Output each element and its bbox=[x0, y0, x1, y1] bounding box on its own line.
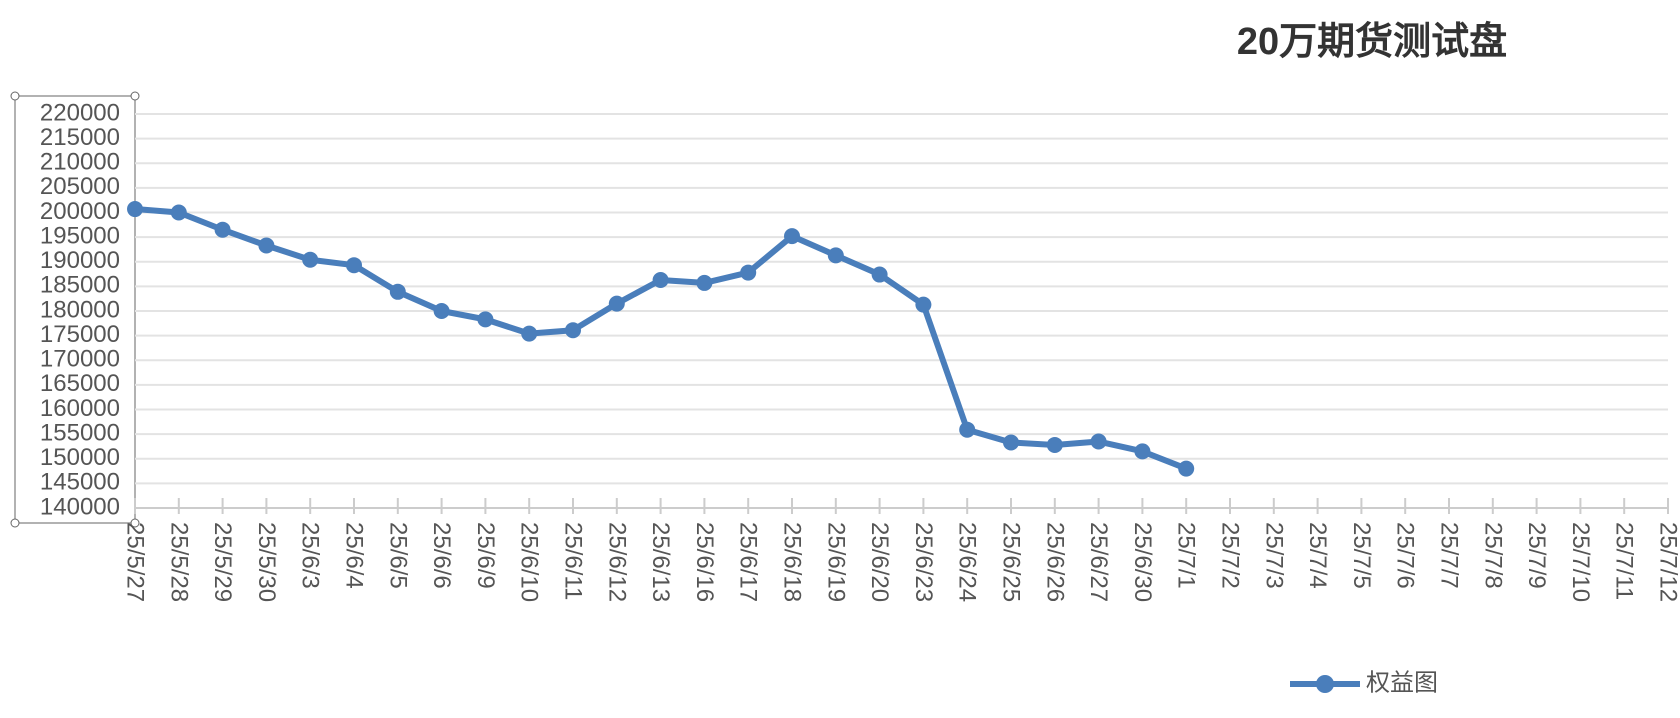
y-tick-label: 185000 bbox=[40, 272, 120, 299]
point bbox=[1003, 434, 1019, 451]
x-tick-label: 25/6/16 bbox=[691, 522, 718, 602]
x-tick-label: 25/6/4 bbox=[341, 522, 368, 589]
y-tick-label: 155000 bbox=[40, 419, 120, 446]
point bbox=[170, 204, 187, 221]
point bbox=[214, 221, 231, 238]
point bbox=[871, 266, 888, 283]
point bbox=[258, 237, 275, 254]
y-tick-label: 205000 bbox=[40, 173, 120, 200]
legend-marker bbox=[1316, 675, 1334, 693]
x-tick-label: 25/6/25 bbox=[998, 522, 1025, 602]
y-tick-label: 220000 bbox=[40, 99, 120, 126]
y-tick-label: 175000 bbox=[40, 321, 120, 348]
point bbox=[389, 283, 406, 300]
point bbox=[1090, 433, 1107, 450]
legend-label: 权益图 bbox=[1366, 669, 1438, 696]
y-tick-label: 165000 bbox=[40, 370, 120, 397]
point bbox=[959, 421, 976, 438]
x-tick-label: 25/7/3 bbox=[1260, 522, 1287, 589]
y-tick-label: 180000 bbox=[40, 296, 120, 323]
x-tick-label: 25/6/27 bbox=[1085, 522, 1112, 602]
x-tick-label: 25/6/5 bbox=[384, 522, 411, 589]
point bbox=[915, 296, 932, 313]
chart-title: 20万期货测试盘 bbox=[1237, 20, 1507, 63]
x-tick-label: 25/6/6 bbox=[428, 522, 455, 589]
y-tick-label: 190000 bbox=[40, 247, 120, 274]
x-tick-label: 25/6/18 bbox=[779, 522, 806, 602]
x-tick-label: 25/6/11 bbox=[560, 522, 587, 600]
x-tick-label: 25/6/10 bbox=[516, 522, 543, 602]
x-tick-label: 25/7/2 bbox=[1217, 522, 1244, 589]
point bbox=[784, 228, 800, 245]
x-tick-label: 25/5/29 bbox=[209, 522, 236, 602]
x-tick-label: 25/5/28 bbox=[165, 522, 192, 602]
x-tick-label: 25/5/30 bbox=[253, 522, 280, 602]
point bbox=[652, 271, 669, 288]
point bbox=[433, 303, 450, 319]
x-tick-label: 25/7/4 bbox=[1304, 522, 1331, 589]
point bbox=[827, 247, 844, 264]
point bbox=[696, 274, 713, 291]
point bbox=[1046, 436, 1063, 453]
y-axis-box bbox=[14, 95, 136, 524]
x-tick-label: 25/7/7 bbox=[1436, 522, 1463, 589]
point bbox=[477, 311, 494, 328]
y-tick-label: 160000 bbox=[40, 395, 120, 422]
point bbox=[346, 257, 362, 274]
y-tick-label: 215000 bbox=[40, 124, 120, 151]
y-tick-label: 140000 bbox=[40, 493, 120, 520]
x-tick-label: 25/7/6 bbox=[1392, 522, 1419, 589]
x-tick-label: 25/6/30 bbox=[1129, 522, 1156, 602]
point bbox=[1178, 460, 1195, 477]
y-tick-label: 195000 bbox=[40, 222, 120, 249]
series-line bbox=[134, 206, 1188, 472]
point bbox=[740, 264, 757, 281]
point bbox=[302, 251, 319, 268]
x-tick-label: 25/7/9 bbox=[1523, 522, 1550, 589]
handles bbox=[10, 91, 140, 528]
x-tick-label: 25/6/24 bbox=[954, 522, 981, 602]
x-tick-label: 25/6/23 bbox=[910, 522, 937, 602]
x-tick-label: 25/6/20 bbox=[866, 522, 893, 602]
x-tick-label: 25/6/12 bbox=[603, 522, 630, 602]
y-tick-label: 210000 bbox=[40, 149, 120, 176]
x-tick-label: 25/6/17 bbox=[735, 522, 762, 602]
x-tick-label: 25/6/19 bbox=[822, 522, 849, 602]
x-tick-label: 25/7/11 bbox=[1611, 522, 1638, 600]
y-tick-label: 145000 bbox=[40, 469, 120, 496]
x-tick-label: 25/7/8 bbox=[1479, 522, 1506, 589]
x-tick-label: 25/7/12 bbox=[1655, 522, 1680, 602]
y-tick-label: 150000 bbox=[40, 444, 120, 471]
x-tick-label: 25/6/9 bbox=[472, 522, 499, 589]
x-tick-label: 25/5/27 bbox=[122, 522, 149, 602]
y-tick-label: 200000 bbox=[40, 198, 120, 225]
x-tick-label: 25/7/1 bbox=[1173, 522, 1200, 589]
point bbox=[608, 295, 625, 312]
point bbox=[1134, 443, 1151, 460]
x-tick-label: 25/7/5 bbox=[1348, 522, 1375, 589]
point bbox=[521, 325, 538, 342]
y-tick-label: 170000 bbox=[40, 346, 120, 373]
x-tick-label: 25/7/10 bbox=[1567, 522, 1594, 602]
x-tick-label: 25/6/26 bbox=[1041, 522, 1068, 602]
x-tick-label: 25/6/3 bbox=[297, 522, 324, 589]
point bbox=[127, 201, 143, 218]
point bbox=[565, 322, 581, 339]
x-tick-label: 25/6/13 bbox=[647, 522, 674, 602]
